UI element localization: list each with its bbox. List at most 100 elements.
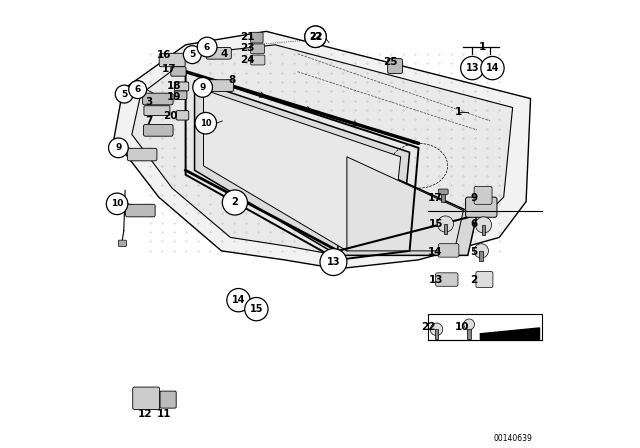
FancyBboxPatch shape xyxy=(482,225,485,235)
FancyBboxPatch shape xyxy=(160,391,176,408)
FancyBboxPatch shape xyxy=(174,91,187,99)
Circle shape xyxy=(476,217,492,233)
Text: 6: 6 xyxy=(470,219,477,229)
FancyBboxPatch shape xyxy=(388,59,403,73)
FancyBboxPatch shape xyxy=(159,53,185,67)
Circle shape xyxy=(183,46,201,64)
Text: 10: 10 xyxy=(455,322,470,332)
Text: 6: 6 xyxy=(134,85,141,94)
FancyBboxPatch shape xyxy=(251,55,265,65)
FancyBboxPatch shape xyxy=(466,197,497,217)
FancyBboxPatch shape xyxy=(251,44,264,54)
Circle shape xyxy=(430,323,443,336)
Bar xyxy=(428,314,541,340)
Circle shape xyxy=(305,26,326,47)
Text: 22: 22 xyxy=(422,322,436,332)
Text: 9: 9 xyxy=(115,143,122,152)
Text: 13: 13 xyxy=(428,275,443,285)
Text: 11: 11 xyxy=(157,409,172,419)
Text: 17: 17 xyxy=(162,65,177,74)
Text: 4: 4 xyxy=(221,49,228,59)
FancyBboxPatch shape xyxy=(171,67,186,76)
Text: 20: 20 xyxy=(163,112,177,121)
Circle shape xyxy=(129,81,147,99)
Text: 9: 9 xyxy=(470,193,477,203)
FancyBboxPatch shape xyxy=(479,251,483,261)
FancyBboxPatch shape xyxy=(143,93,173,105)
Text: 18: 18 xyxy=(166,81,181,91)
Text: 16: 16 xyxy=(157,50,172,60)
Circle shape xyxy=(320,249,347,276)
Circle shape xyxy=(464,319,474,330)
Text: 19: 19 xyxy=(167,92,181,102)
Text: 17: 17 xyxy=(428,193,443,203)
Text: 15: 15 xyxy=(250,304,263,314)
Circle shape xyxy=(106,193,128,215)
Text: 2: 2 xyxy=(232,198,238,207)
Text: 2: 2 xyxy=(470,275,477,285)
Circle shape xyxy=(115,85,133,103)
Polygon shape xyxy=(114,31,531,269)
FancyBboxPatch shape xyxy=(127,148,157,161)
FancyBboxPatch shape xyxy=(474,186,492,204)
Text: 00140639: 00140639 xyxy=(494,434,533,443)
FancyBboxPatch shape xyxy=(438,189,448,194)
Text: 9: 9 xyxy=(200,83,206,92)
Circle shape xyxy=(193,78,212,97)
FancyBboxPatch shape xyxy=(118,240,127,246)
FancyBboxPatch shape xyxy=(438,244,459,257)
Polygon shape xyxy=(347,157,463,251)
FancyBboxPatch shape xyxy=(436,273,458,286)
Circle shape xyxy=(437,216,454,232)
Text: 7: 7 xyxy=(145,116,152,126)
Polygon shape xyxy=(338,152,477,255)
Circle shape xyxy=(305,26,326,47)
Text: 12: 12 xyxy=(138,409,152,419)
Text: 23: 23 xyxy=(240,43,255,53)
FancyBboxPatch shape xyxy=(206,47,231,59)
Circle shape xyxy=(461,56,484,80)
FancyBboxPatch shape xyxy=(476,271,493,288)
Polygon shape xyxy=(481,328,540,340)
Circle shape xyxy=(474,244,488,258)
Text: 13: 13 xyxy=(326,257,340,267)
FancyBboxPatch shape xyxy=(176,111,189,120)
Text: 6: 6 xyxy=(204,43,210,52)
Text: 13: 13 xyxy=(465,63,479,73)
FancyBboxPatch shape xyxy=(144,106,170,116)
Circle shape xyxy=(227,289,250,312)
FancyBboxPatch shape xyxy=(441,191,445,202)
Text: 14: 14 xyxy=(428,247,443,257)
Circle shape xyxy=(197,37,217,57)
Text: 22: 22 xyxy=(308,32,323,42)
FancyBboxPatch shape xyxy=(207,80,234,91)
Circle shape xyxy=(222,190,248,215)
Polygon shape xyxy=(132,45,513,255)
Polygon shape xyxy=(204,90,401,251)
Circle shape xyxy=(481,56,504,80)
FancyBboxPatch shape xyxy=(467,324,472,339)
Text: 1: 1 xyxy=(454,107,461,117)
Circle shape xyxy=(109,138,128,158)
Text: 5: 5 xyxy=(470,247,477,257)
Text: 15: 15 xyxy=(428,219,443,229)
Text: 24: 24 xyxy=(240,55,255,65)
Text: 3: 3 xyxy=(145,97,152,107)
Polygon shape xyxy=(195,81,410,255)
Text: 22: 22 xyxy=(309,32,322,41)
Circle shape xyxy=(244,297,268,321)
Text: 25: 25 xyxy=(383,57,398,67)
Text: 21: 21 xyxy=(240,32,255,42)
Text: 1: 1 xyxy=(479,42,486,52)
FancyBboxPatch shape xyxy=(251,32,263,43)
Text: 5: 5 xyxy=(189,50,195,59)
FancyBboxPatch shape xyxy=(174,82,189,91)
FancyBboxPatch shape xyxy=(125,204,155,217)
Text: 10: 10 xyxy=(200,119,212,128)
Text: 14: 14 xyxy=(486,63,499,73)
FancyBboxPatch shape xyxy=(435,329,438,339)
Text: 14: 14 xyxy=(232,295,245,305)
Circle shape xyxy=(195,112,216,134)
FancyBboxPatch shape xyxy=(444,224,447,234)
Text: 8: 8 xyxy=(228,75,236,85)
